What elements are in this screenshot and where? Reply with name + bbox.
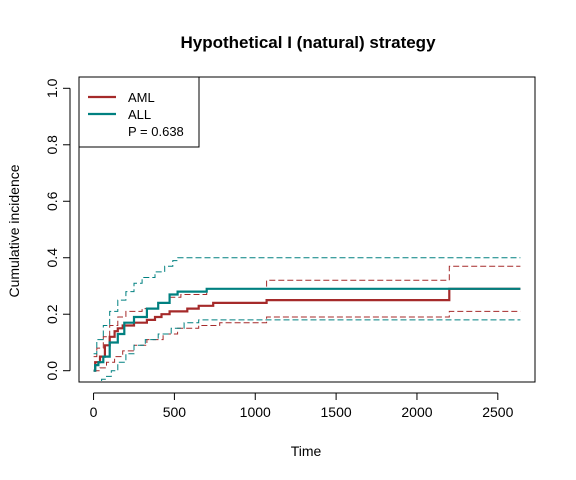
legend: AML ALL P = 0.638 bbox=[78, 76, 200, 148]
x-tick-label: 2000 bbox=[401, 404, 432, 420]
y-tick-label: 0.6 bbox=[44, 191, 60, 211]
x-tick-label: 1500 bbox=[321, 404, 352, 420]
chart-title: Hypothetical I (natural) strategy bbox=[180, 33, 436, 52]
series-aml bbox=[93, 287, 521, 372]
y-tick-label: 0.2 bbox=[44, 304, 60, 324]
legend-label-all: ALL bbox=[128, 107, 151, 122]
series-aml-upper-ci bbox=[93, 265, 521, 358]
legend-p-value: P = 0.638 bbox=[128, 124, 184, 139]
x-tick-label: 1000 bbox=[240, 404, 271, 420]
y-tick-label: 0.8 bbox=[44, 135, 60, 155]
y-tick-label: 1.0 bbox=[44, 78, 60, 98]
series-all-upper-ci bbox=[93, 257, 521, 355]
series-all-lower-ci bbox=[93, 319, 521, 383]
series-layer bbox=[93, 257, 521, 383]
y-axis: 0.0 0.2 0.4 0.6 0.8 1.0 bbox=[44, 78, 71, 381]
legend-box bbox=[78, 76, 200, 148]
plot-frame bbox=[78, 76, 536, 383]
x-axis-label: Time bbox=[291, 443, 322, 459]
legend-label-aml: AML bbox=[128, 90, 155, 105]
y-tick-label: 0.0 bbox=[44, 361, 60, 381]
x-tick-label: 2500 bbox=[482, 404, 513, 420]
series-all bbox=[93, 287, 521, 372]
x-tick-label: 500 bbox=[163, 404, 187, 420]
y-tick-label: 0.4 bbox=[44, 248, 60, 268]
x-axis: 0 500 1000 1500 2000 2500 bbox=[90, 392, 514, 420]
y-axis-label: Cumulative incidence bbox=[6, 164, 22, 297]
x-tick-label: 0 bbox=[90, 404, 98, 420]
